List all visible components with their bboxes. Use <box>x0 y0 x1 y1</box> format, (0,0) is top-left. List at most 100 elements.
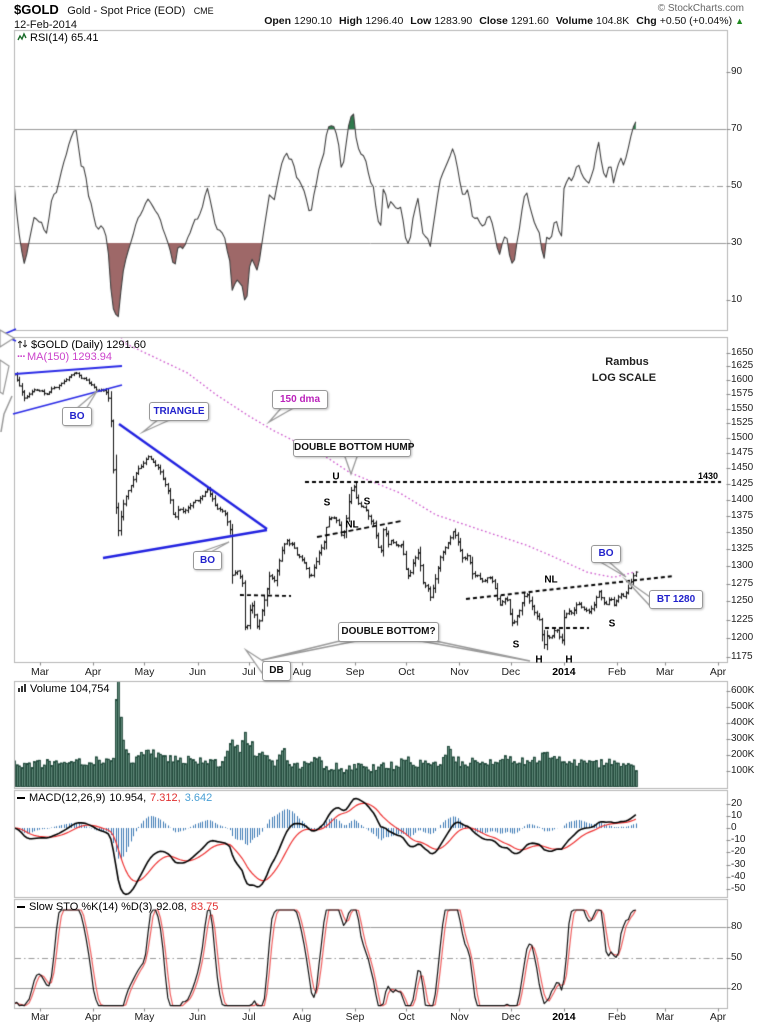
month-label-bottom: Mar <box>655 1011 674 1023</box>
macd-panel-label: MACD(12,26,9) 10.954, 7.312, 3.642 <box>17 792 212 805</box>
callout-bo: BO <box>193 551 222 570</box>
price-axis-label: 1350 <box>731 526 754 538</box>
sto-panel-label: Slow STO %K(14) %D(3) 92.08, 83.75 <box>17 901 218 914</box>
main-label-text: $GOLD (Daily) 1291.60 <box>31 339 146 351</box>
month-label-top: Mar <box>30 666 50 678</box>
callout-double-bottom-: DOUBLE BOTTOM? <box>338 622 439 642</box>
quote-label: Open <box>264 15 292 27</box>
annotation-letter-s: S <box>608 618 616 630</box>
quote-value: 1290.10 <box>294 15 332 27</box>
price-axis-label: 1200 <box>731 632 754 643</box>
ma-legend: ··· MA(150) 1293.94 <box>17 351 112 363</box>
chart-header: $GOLD Gold - Spot Price (EOD) CME © Stoc… <box>0 0 765 33</box>
quote-label: Low <box>410 15 432 27</box>
macd-axis-label: 0 <box>731 822 737 833</box>
macd-value-2: 7.312, <box>150 792 181 804</box>
price-axis-label: 1600 <box>731 374 754 386</box>
volume-bars-icon <box>17 683 27 696</box>
month-label-top: Apr <box>84 666 102 678</box>
macd-axis-label: 20 <box>731 797 743 809</box>
volume-panel-label: Volume 104,754 <box>17 683 110 696</box>
month-label-top: Aug <box>292 666 312 678</box>
macd-axis-label: -20 <box>731 846 746 858</box>
price-axis-label: 1475 <box>731 447 754 459</box>
price-axis-label: 1250 <box>731 595 754 607</box>
macd-axis-label: 10 <box>731 809 743 821</box>
rsi-panel-label: RSI(14) 65.41 <box>17 32 98 45</box>
price-axis-label: 1650 <box>731 346 754 358</box>
change-up-triangle-icon: ▲ <box>735 16 744 26</box>
price-axis-label: 1450 <box>731 462 754 474</box>
volume-axis-label: 600K <box>731 685 755 696</box>
quote-value: 1296.40 <box>365 15 404 27</box>
callout-bo: BO <box>591 545 621 563</box>
rsi-zigzag-icon <box>17 32 27 45</box>
annotation-letter-nl: NL <box>544 574 558 586</box>
price-axis-label: 1325 <box>731 543 754 555</box>
macd-label-text: MACD(12,26,9) <box>29 792 106 804</box>
rsi-axis-label: 90 <box>731 66 743 77</box>
price-axis-label: 1550 <box>731 402 754 414</box>
quote-label: Chg <box>636 15 657 27</box>
macd-axis-label: -50 <box>731 883 746 894</box>
rsi-axis-label: 30 <box>731 237 743 248</box>
callout-bt-1280: BT 1280 <box>649 590 703 609</box>
macd-axis-label: -10 <box>731 834 746 846</box>
month-label-top: Dec <box>501 666 521 678</box>
month-label-top: Nov <box>450 666 469 678</box>
rsi-axis-label: 70 <box>731 123 743 134</box>
macd-value-3: 3.642 <box>184 792 213 804</box>
month-label-bottom: Jun <box>189 1011 206 1023</box>
callout-double-bottom-hump: DOUBLE BOTTOM HUMP <box>293 439 414 457</box>
sto-axis-label: 80 <box>731 921 743 933</box>
header-quote-row: 12-Feb-2014 Open 1290.10 High 1296.40 Low 128… <box>14 15 754 33</box>
annotation-letter-s: S <box>512 639 520 651</box>
quote-label: Volume <box>555 15 593 27</box>
quote-value: +0.50 (+0.04%) <box>659 15 733 27</box>
macd-line-icon <box>17 793 26 805</box>
volume-axis-label: 200K <box>731 749 755 760</box>
month-label-top: Mar <box>655 666 674 678</box>
price-axis-label: 1400 <box>731 493 754 505</box>
header-title-row: $GOLD Gold - Spot Price (EOD) CME © Stoc… <box>14 1 754 19</box>
month-label-bottom: Jul <box>242 1011 256 1023</box>
quote-value: 1283.90 <box>434 15 473 27</box>
annotation-letter-s: S <box>363 496 371 508</box>
price-axis-label: 1500 <box>731 431 754 443</box>
sto-label-text: Slow STO %K(14) %D(3) <box>29 901 153 913</box>
annotation-letter-nl: NL <box>345 519 359 531</box>
volume-axis-label: 400K <box>731 717 755 728</box>
month-label-bottom: Mar <box>30 1011 50 1023</box>
annotation-letter-h: H <box>565 654 573 666</box>
quote-value: 104.8K <box>595 15 630 27</box>
rsi-axis-label: 10 <box>731 294 743 305</box>
ma-dotted-line-icon: ··· <box>17 351 26 363</box>
callout-triangle: TRIANGLE <box>149 402 209 421</box>
month-label-top: Jul <box>242 666 256 678</box>
month-label-bottom: Feb <box>607 1011 627 1023</box>
exchange-label: CME <box>193 6 214 16</box>
watermark-author: Rambus <box>605 356 649 368</box>
price-axis-label: 1625 <box>731 360 754 372</box>
rsi-label-text: RSI(14) 65.41 <box>30 32 99 44</box>
quote-label: Close <box>479 15 508 27</box>
month-label-top: Oct <box>398 666 415 678</box>
month-label-top: Feb <box>607 666 627 678</box>
callout-db: DB <box>262 661 291 681</box>
callout-150-dma: 150 dma <box>272 390 328 409</box>
price-axis-label: 1425 <box>731 477 754 489</box>
macd-axis-label: -40 <box>731 870 746 882</box>
volume-axis-label: 500K <box>731 701 755 712</box>
sto-value-k: 92.08, <box>156 901 187 913</box>
sto-axis-label: 20 <box>731 982 743 994</box>
watermark-logscale: LOG SCALE <box>591 372 657 384</box>
macd-axis-label: -30 <box>731 858 746 870</box>
rsi-axis-label: 50 <box>731 180 743 191</box>
month-label-top: Apr <box>709 666 727 678</box>
price-axis-label: 1375 <box>731 509 754 521</box>
month-label-bottom: Nov <box>450 1011 469 1023</box>
quote-summary: Open 1290.10 High 1296.40 Low 1283.90 Close 129… <box>257 15 744 27</box>
month-label-bottom: Oct <box>398 1011 415 1023</box>
